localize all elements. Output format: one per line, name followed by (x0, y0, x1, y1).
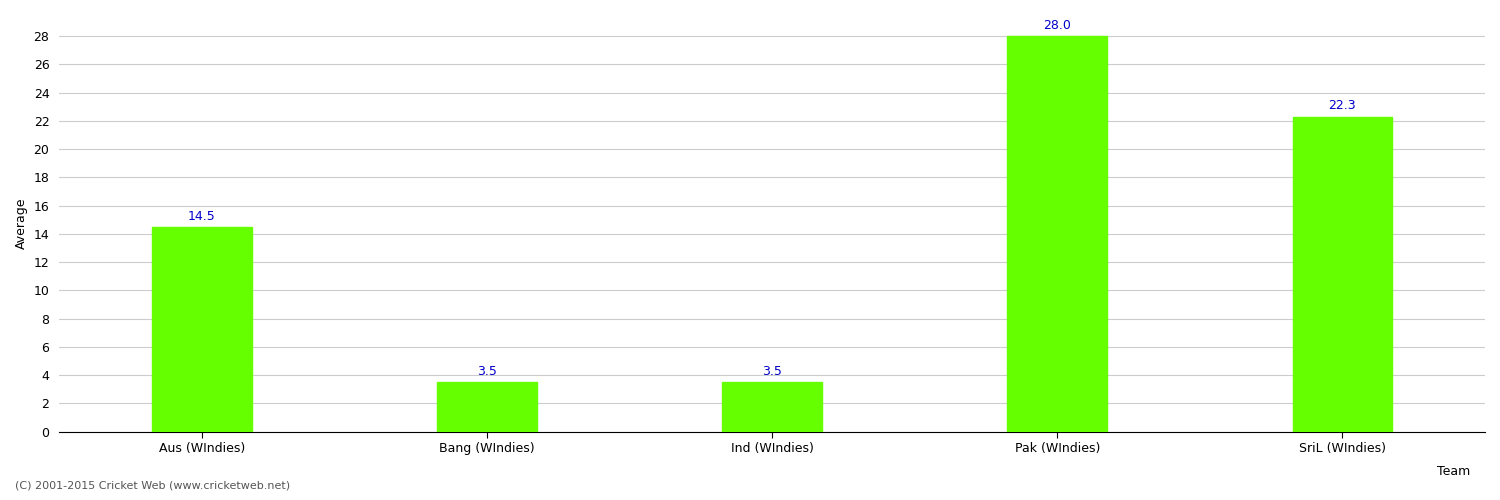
Bar (1293, 116, 1392, 432)
Text: Team: Team (1437, 465, 1470, 478)
Bar (436, 382, 537, 432)
Text: 14.5: 14.5 (188, 210, 216, 222)
Text: 3.5: 3.5 (762, 365, 782, 378)
Y-axis label: Average: Average (15, 198, 28, 249)
Text: (C) 2001-2015 Cricket Web (www.cricketweb.net): (C) 2001-2015 Cricket Web (www.cricketwe… (15, 480, 290, 490)
Text: 3.5: 3.5 (477, 365, 496, 378)
Bar (152, 227, 252, 432)
Bar (1008, 36, 1107, 432)
Text: 22.3: 22.3 (1329, 100, 1356, 112)
Text: 28.0: 28.0 (1044, 19, 1071, 32)
Bar (722, 382, 822, 432)
